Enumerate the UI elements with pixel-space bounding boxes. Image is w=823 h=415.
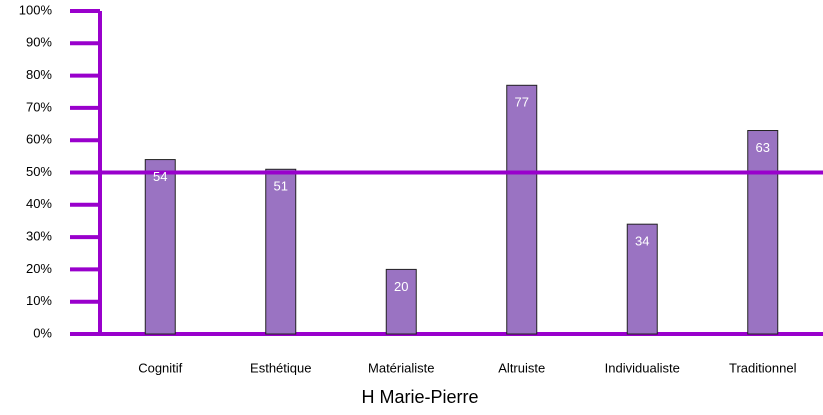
x-tick-label: Esthétique [250, 360, 311, 375]
x-tick-label: Individualiste [605, 360, 680, 375]
x-tick-label: Traditionnel [729, 360, 797, 375]
y-tick-label: 0% [33, 325, 52, 340]
y-tick-label: 70% [26, 99, 52, 114]
data-label: 77 [515, 95, 529, 110]
data-label: 20 [394, 279, 408, 294]
y-tick-label: 60% [26, 132, 52, 147]
y-tick-label: 30% [26, 229, 52, 244]
x-tick-label: Cognitif [138, 360, 182, 375]
bar [506, 84, 538, 335]
y-tick-label: 10% [26, 293, 52, 308]
x-tick-label: Matérialiste [368, 360, 434, 375]
data-label: 54 [153, 169, 167, 184]
x-tick-label: Altruiste [498, 360, 545, 375]
y-tick-label: 100% [19, 2, 53, 17]
bar [385, 268, 417, 335]
y-tick-label: 50% [26, 164, 52, 179]
data-label: 34 [635, 234, 649, 249]
data-label: 63 [756, 140, 770, 155]
bar [747, 130, 779, 335]
y-tick-label: 40% [26, 196, 52, 211]
data-label: 51 [274, 179, 288, 194]
bar [265, 168, 297, 335]
x-axis-title: H Marie-Pierre [361, 387, 478, 407]
bar [144, 159, 176, 335]
y-tick-label: 80% [26, 67, 52, 82]
bar [626, 223, 658, 335]
y-tick-label: 20% [26, 261, 52, 276]
y-tick-label: 90% [26, 35, 52, 50]
